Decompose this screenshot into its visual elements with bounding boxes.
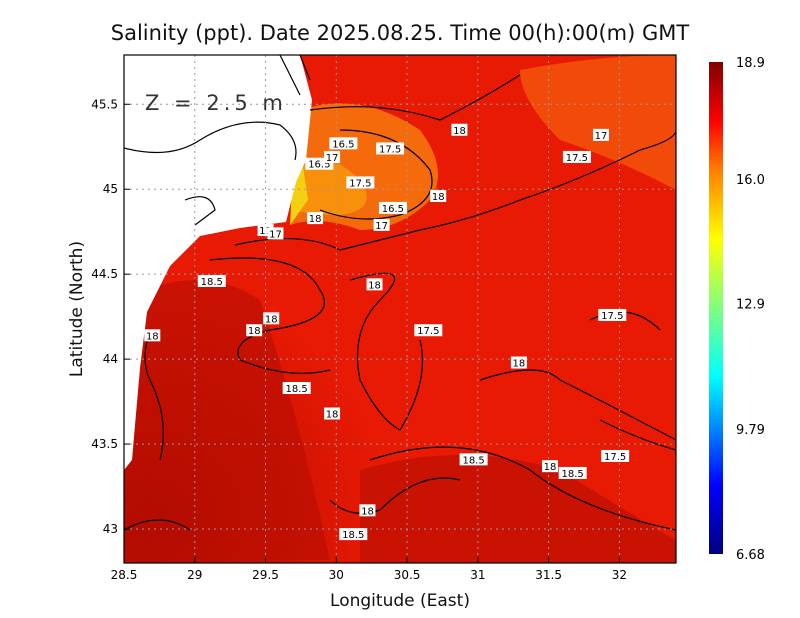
x-axis-label: Longitude (East) <box>330 591 470 611</box>
contour-label: 17.5 <box>379 144 401 155</box>
contour-label-box <box>598 308 627 321</box>
y-tick-label: 44.5 <box>91 267 118 281</box>
colorbar-tick-label: 6.68 <box>736 548 765 563</box>
contour-label-box <box>359 504 376 517</box>
plot-frame <box>123 54 677 564</box>
x-tick-label: 30 <box>329 568 344 582</box>
low-salinity-zone <box>290 160 308 225</box>
contour-label-box <box>459 453 488 466</box>
contour-label-box <box>246 324 263 337</box>
contour-label-box <box>339 528 368 541</box>
contour-label-box <box>414 324 443 337</box>
contour-label: 18 <box>146 331 159 342</box>
contour-label: 18 <box>432 192 445 203</box>
chart-title: Salinity (ppt). Date 2025.08.25. Time 00… <box>111 21 690 45</box>
contour-label-box <box>197 274 226 287</box>
land <box>124 55 312 470</box>
x-tick-label: 32 <box>612 568 627 582</box>
contour-lines <box>124 55 676 531</box>
low-salinity-zone <box>520 55 676 190</box>
contour-label: 17.5 <box>349 178 371 189</box>
x-tick-label: 29.5 <box>252 568 279 582</box>
grid-lines <box>124 55 676 563</box>
contour-label: 18 <box>248 326 261 337</box>
y-tick-label: 44 <box>103 352 118 366</box>
contour-label: 16.5 <box>382 204 404 215</box>
contour-label-box <box>346 176 375 189</box>
colorbar-tick-label: 9.79 <box>736 423 765 438</box>
contour-label: 18.5 <box>286 384 308 395</box>
y-axis-label: Latitude (North) <box>67 241 87 377</box>
contour-label: 16.5 <box>308 160 330 171</box>
contour-label: 17.5 <box>601 311 623 322</box>
x-tick-label: 31.5 <box>535 568 562 582</box>
high-salinity-zone <box>124 280 330 563</box>
contour-label-box <box>263 312 280 325</box>
y-tick-label: 45.5 <box>91 97 118 111</box>
low-salinity-zone <box>295 157 367 215</box>
contour-label-box <box>324 150 341 163</box>
y-tick-label: 43 <box>103 522 118 536</box>
contour-label: 17 <box>375 221 388 232</box>
contour-label-box <box>378 201 407 214</box>
contour-label-box <box>451 123 468 136</box>
depth-annotation: Z = 2.5 m <box>145 91 287 115</box>
y-tick-label: 43.5 <box>91 437 118 451</box>
contour-label: 18 <box>361 506 374 517</box>
map-area: 16.5 17.518 1717.516.51717.516.51817181117… <box>124 55 676 563</box>
colorbar-ticks: 18.9 16.0 12.9 9.79 6.68 <box>736 56 765 563</box>
contour-label-box <box>282 382 311 395</box>
y-axis: 45.5 45 44.5 44 43.5 43 <box>91 97 130 536</box>
contour-label-box <box>373 218 390 231</box>
high-salinity-zone <box>360 455 676 563</box>
contour-label: 18 <box>513 359 526 370</box>
contour-label-box <box>510 356 527 369</box>
contour-label: 18.5 <box>342 530 364 541</box>
contour-label-box <box>144 329 161 342</box>
contour-label: 18 <box>326 409 339 420</box>
x-tick-label: 29 <box>187 568 202 582</box>
contour-label: 17 <box>326 153 339 164</box>
contour-label: 18.5 <box>201 277 223 288</box>
contour-label: 18 <box>309 214 322 225</box>
contour-label-box <box>329 137 358 150</box>
contour-label: 11 <box>259 226 272 237</box>
colorbar-tick-label: 16.0 <box>736 173 765 188</box>
contour-label: 17.5 <box>417 326 439 337</box>
contour-label: 16.5 <box>332 139 354 150</box>
contour-label: 17.5 <box>566 153 588 164</box>
contour-label-box <box>542 460 559 473</box>
contour-label-box <box>601 449 630 462</box>
x-tick-label: 28.5 <box>111 568 138 582</box>
colorbar-tick-label: 18.9 <box>736 56 765 71</box>
contour-label: 18 <box>265 314 278 325</box>
contour-label: 18.5 <box>462 455 484 466</box>
contour-label-box <box>366 278 383 291</box>
contour-label-box <box>324 407 341 420</box>
x-axis: 28.5 29 29.5 30 30.5 31 31.5 32 <box>111 557 627 582</box>
contour-label: 18 <box>368 280 381 291</box>
contour-label: 17.5 <box>604 452 626 463</box>
contour-label-box <box>430 190 447 203</box>
y-tick-label: 45 <box>103 182 118 196</box>
contour-label-box <box>376 142 405 155</box>
contour-label: 18 <box>544 462 557 473</box>
contour-label: 18.5 <box>562 469 584 480</box>
x-tick-label: 31 <box>470 568 485 582</box>
contour-label-box <box>307 212 324 225</box>
contour-labels: 16.5 17.518 1717.516.51717.516.51817181117… <box>144 123 630 541</box>
x-tick-label: 30.5 <box>394 568 421 582</box>
colorbar-tick-label: 12.9 <box>736 298 765 313</box>
contour-label-box <box>558 466 587 479</box>
contour-label-box <box>562 150 591 163</box>
colorbar <box>709 62 723 554</box>
contour-label-box <box>267 227 284 240</box>
contour-label-box <box>592 128 609 141</box>
contour-label: 17 <box>269 229 282 240</box>
contour-label: 17 <box>595 131 608 142</box>
contour-label: 18 <box>453 126 466 137</box>
